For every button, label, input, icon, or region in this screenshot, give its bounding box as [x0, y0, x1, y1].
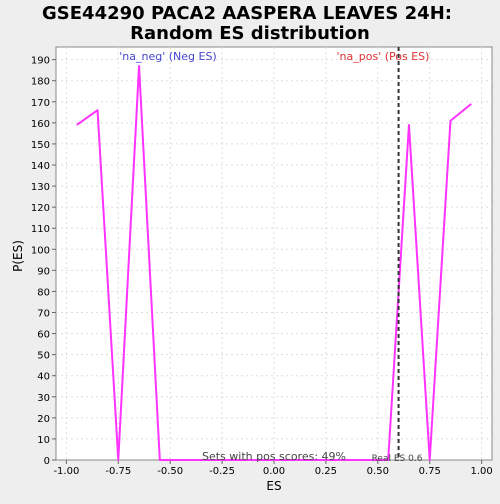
y-tick-label: 190: [31, 56, 50, 67]
x-axis-label: ES: [266, 479, 281, 493]
y-tick-label: 100: [31, 245, 50, 256]
y-tick-label: 160: [31, 119, 50, 130]
y-tick-label: 50: [37, 351, 50, 362]
x-tick-label: -0.50: [157, 466, 183, 477]
y-tick-label: 10: [37, 435, 50, 446]
es-distribution-series: [76, 64, 472, 461]
y-tick-label: 110: [31, 224, 50, 235]
y-tick-label: 70: [37, 309, 50, 320]
y-tick-label: 20: [37, 414, 50, 425]
x-tick-label: -0.75: [105, 466, 131, 477]
y-tick-label: 170: [31, 98, 50, 109]
y-tick-label: 130: [31, 182, 50, 193]
chart-title-line-1: GSE44290 PACA2 AASPERA LEAVES 24H:: [42, 3, 452, 24]
x-tick-label: -0.25: [209, 466, 235, 477]
y-tick-label: 40: [37, 372, 50, 383]
x-tick-label: 0.50: [367, 466, 389, 477]
y-tick-label: 90: [37, 266, 50, 277]
y-tick-label: 120: [31, 203, 50, 214]
x-tick-label: 0.75: [419, 466, 441, 477]
pos-es-label: 'na_pos' (Pos ES): [337, 50, 430, 63]
series-line: [76, 64, 472, 461]
real-es-text: Real ES 0.6: [372, 454, 423, 464]
grid-lines: [56, 47, 492, 460]
y-tick-label: 140: [31, 161, 50, 172]
neg-es-label: 'na_neg' (Neg ES): [119, 50, 216, 63]
x-tick-label: 0.25: [315, 466, 337, 477]
sets-pos-scores-text: Sets with pos scores: 49%: [202, 450, 346, 463]
y-tick-label: 150: [31, 140, 50, 151]
y-axis-label: P(ES): [11, 240, 25, 272]
chart-title-line-2: Random ES distribution: [130, 23, 370, 44]
y-tick-label: 60: [37, 330, 50, 341]
y-tick-label: 0: [44, 456, 50, 467]
x-tick-label: 1.00: [470, 466, 492, 477]
y-tick-label: 80: [37, 287, 50, 298]
y-tick-label: 180: [31, 77, 50, 88]
x-tick-label: -1.00: [53, 466, 79, 477]
y-axis-ticks: 0 10 20 30 40 50 60 70 80 90 100 110 120 130 140 150 160…: [31, 56, 56, 467]
x-axis-ticks: -1.00 -0.75 -0.50 -0.25 0.00 0.25 0.50 0.75 1.00: [53, 460, 493, 477]
y-tick-label: 30: [37, 393, 50, 404]
x-tick-label: 0.00: [263, 466, 285, 477]
